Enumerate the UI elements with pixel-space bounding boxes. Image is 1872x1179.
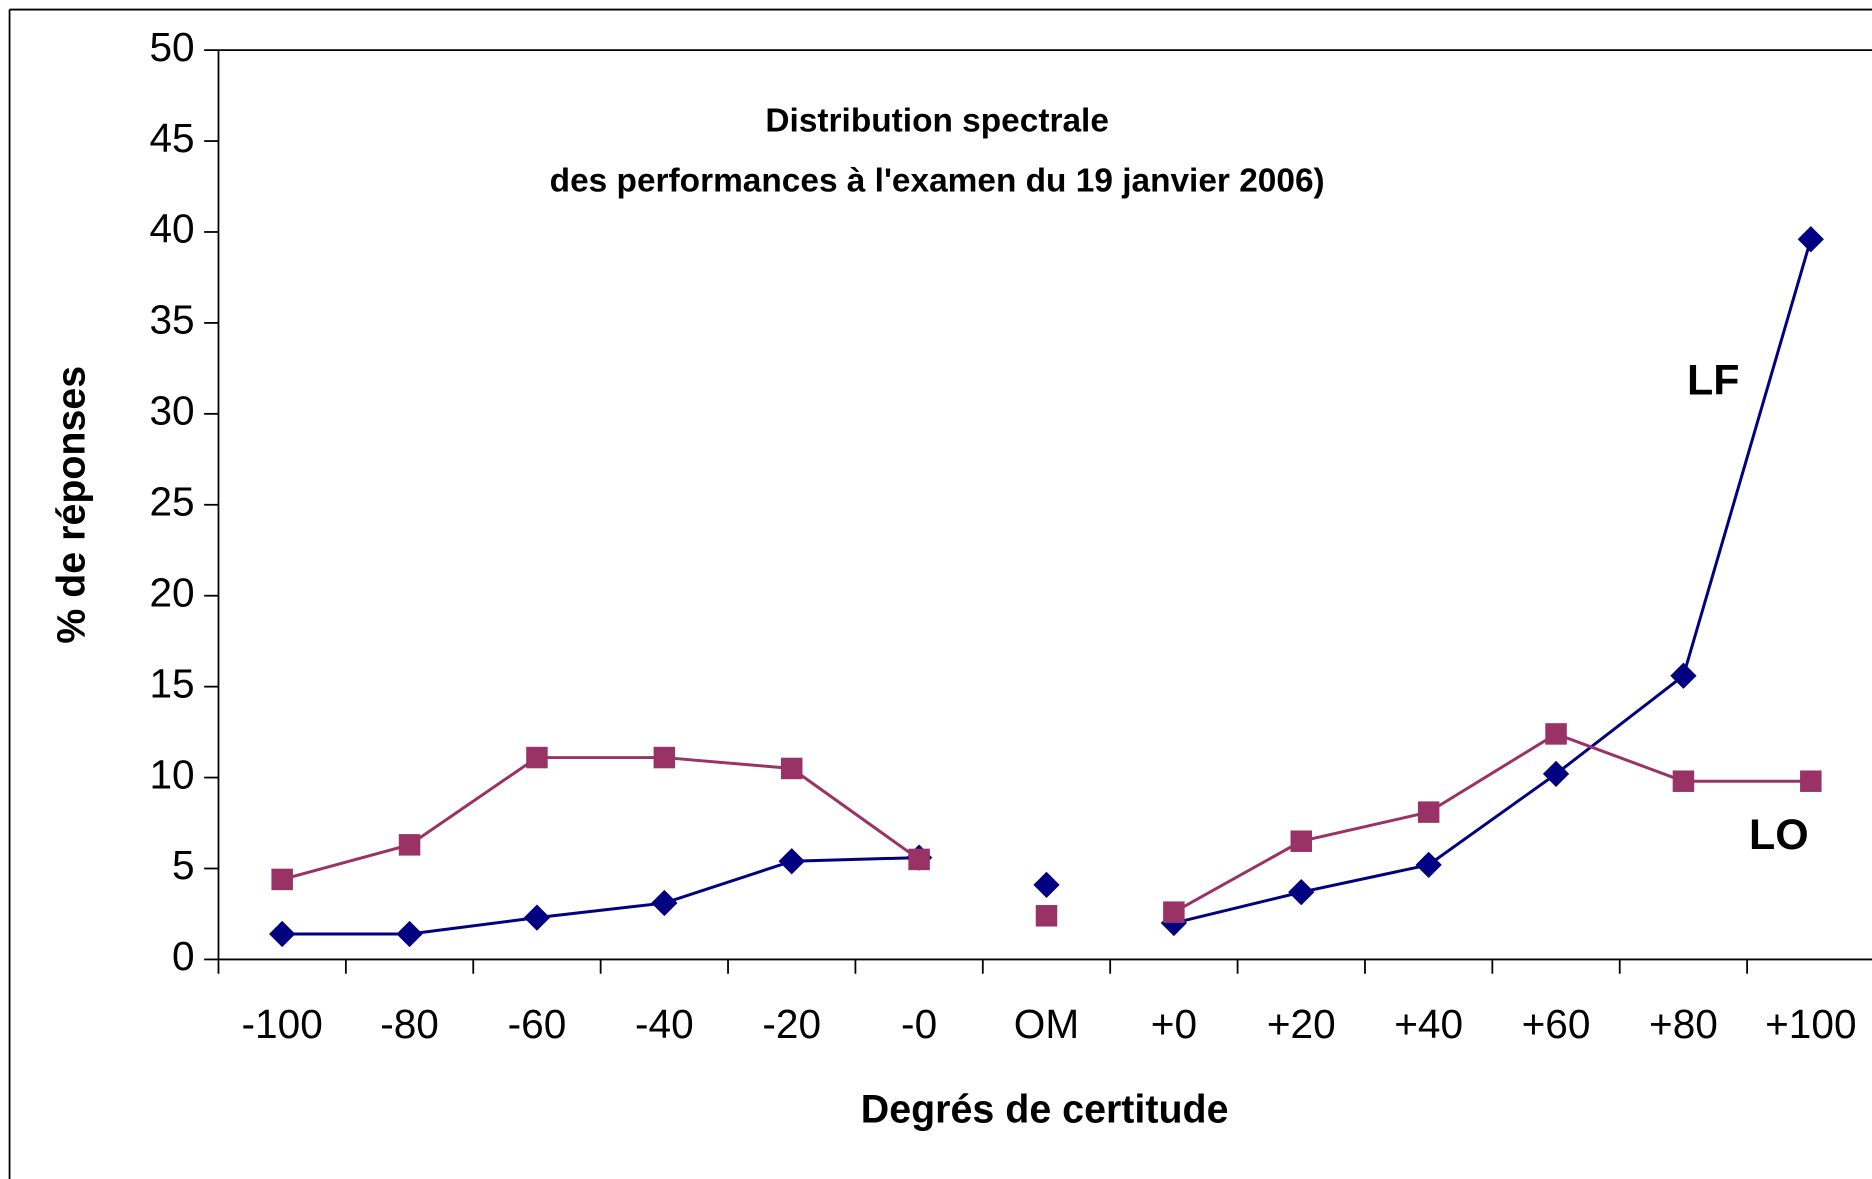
data-point	[908, 848, 930, 871]
data-point	[1163, 901, 1185, 923]
y-tick-label: 25	[149, 478, 194, 524]
x-tick-label: +60	[1522, 1001, 1591, 1047]
x-tick-label: -60	[508, 1001, 567, 1047]
y-tick-label: 20	[149, 569, 194, 615]
data-point	[271, 868, 293, 891]
x-tick-label: +100	[1765, 1001, 1856, 1047]
data-point	[1670, 662, 1697, 689]
data-point	[1542, 760, 1570, 788]
data-point	[1290, 830, 1313, 852]
y-tick-label: 35	[149, 297, 194, 343]
data-point	[1800, 770, 1822, 792]
series-line	[281, 756, 920, 881]
data-point	[778, 848, 805, 875]
x-tick-label: +80	[1649, 1001, 1718, 1047]
x-tick-label: +20	[1267, 1001, 1336, 1047]
x-axis-title: Degrés de certitude	[861, 1088, 1229, 1132]
data-point	[1288, 879, 1315, 906]
series-line	[282, 856, 920, 936]
data-point	[1545, 723, 1567, 745]
data-point	[1417, 801, 1440, 823]
data-point	[269, 920, 296, 948]
series-line	[1173, 238, 1813, 925]
data-point	[396, 920, 423, 948]
y-tick-label: 5	[172, 842, 195, 888]
data-point	[653, 746, 676, 769]
x-tick-label: -80	[380, 1001, 439, 1047]
x-tick-label: -0	[901, 1001, 937, 1047]
series-label: LO	[1749, 811, 1809, 859]
x-tick-label: OM	[1014, 1001, 1079, 1047]
y-tick-label: 30	[149, 388, 194, 434]
series-label: LF	[1687, 356, 1739, 404]
y-tick-label: 40	[149, 206, 194, 252]
x-tick-label: +0	[1151, 1001, 1197, 1047]
data-point	[651, 889, 678, 917]
data-point	[1033, 871, 1060, 898]
data-point	[1797, 226, 1824, 253]
x-tick-label: -40	[635, 1001, 694, 1047]
y-tick-label: 50	[149, 24, 194, 70]
data-point	[398, 834, 421, 856]
y-tick-label: 0	[172, 933, 195, 979]
series-line	[1173, 732, 1811, 914]
y-tick-label: 10	[149, 751, 194, 797]
x-tick-label: +40	[1394, 1001, 1463, 1047]
data-point	[1035, 905, 1058, 927]
x-tick-label: -100	[242, 1001, 323, 1047]
chart-title: Distribution spectrale	[765, 103, 1109, 140]
y-axis-title: % de réponses	[49, 366, 93, 644]
data-point	[780, 757, 803, 780]
y-tick-label: 15	[149, 660, 194, 706]
data-point	[526, 746, 548, 769]
data-point	[523, 904, 551, 931]
chart-title: des performances à l'examen du 19 janvie…	[550, 162, 1325, 199]
y-tick-label: 45	[149, 115, 194, 161]
data-point	[1672, 770, 1695, 792]
x-tick-label: -20	[762, 1001, 821, 1047]
data-point	[1415, 851, 1442, 878]
